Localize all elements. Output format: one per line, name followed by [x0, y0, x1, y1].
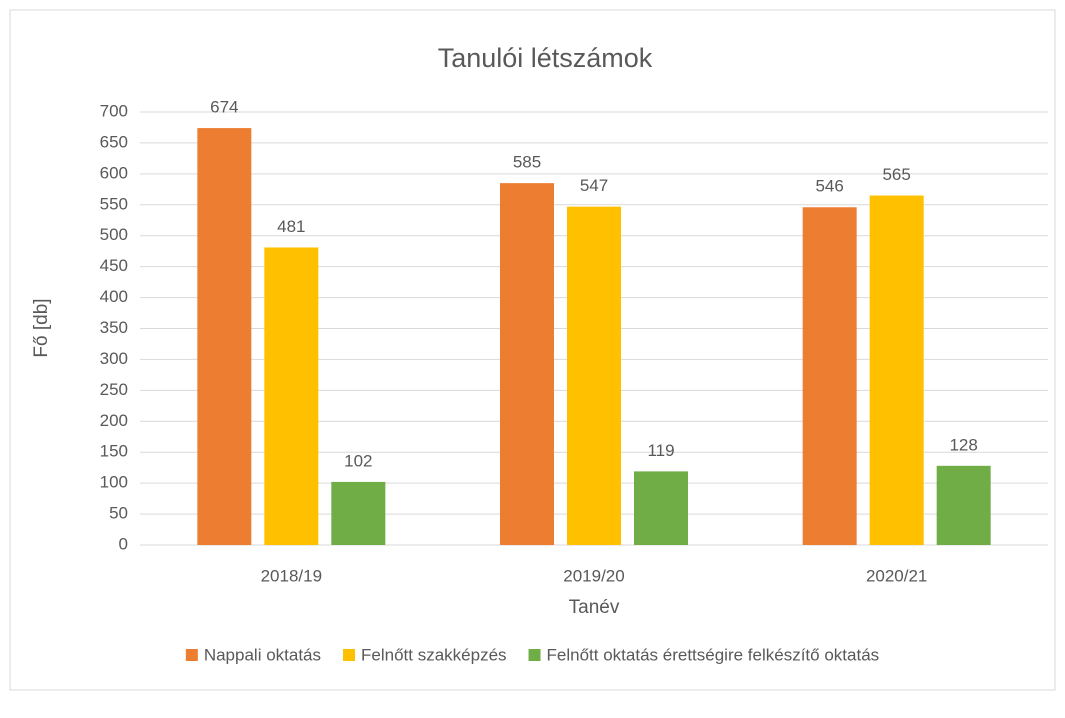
legend-swatch: [343, 649, 356, 661]
bar: [197, 128, 252, 545]
bar: [567, 206, 621, 546]
data-label: 674: [210, 98, 238, 117]
data-label: 547: [580, 176, 608, 195]
y-tick-label: 650: [100, 132, 128, 151]
bar: [264, 247, 319, 545]
y-tick-label: 400: [100, 287, 128, 306]
data-label: 546: [815, 177, 843, 196]
y-tick-label: 700: [100, 101, 128, 120]
data-label: 102: [344, 451, 372, 470]
x-axis-label: Tanév: [569, 597, 620, 618]
y-tick-label: 250: [100, 380, 128, 399]
y-tick-label: 500: [100, 225, 128, 244]
bar: [634, 471, 688, 545]
legend-label: Felnőtt oktatás érettségire felkészítő o…: [547, 645, 880, 664]
legend-label: Nappali oktatás: [204, 645, 321, 664]
bar: [869, 195, 924, 545]
y-tick-label: 100: [100, 473, 128, 492]
bar: [936, 465, 991, 545]
y-tick-label: 0: [119, 534, 128, 553]
data-label: 565: [882, 165, 910, 184]
x-tick-label: 2018/19: [261, 566, 322, 585]
data-label: 481: [277, 217, 305, 236]
bar: [802, 207, 857, 545]
data-label: 585: [513, 153, 541, 172]
bar: [500, 183, 554, 545]
y-tick-label: 450: [100, 256, 128, 275]
legend-swatch: [528, 649, 541, 661]
y-tick-label: 200: [100, 411, 128, 430]
y-tick-label: 600: [100, 163, 128, 182]
y-axis-label: Fő [db]: [31, 298, 52, 357]
x-tick-label: 2019/20: [563, 566, 624, 585]
y-tick-label: 300: [100, 349, 128, 368]
legend-label: Felnőtt szakképzés: [361, 645, 507, 664]
y-tick-label: 350: [100, 318, 128, 337]
y-tick-label: 150: [100, 442, 128, 461]
bar: [331, 481, 386, 545]
x-tick-label: 2020/21: [866, 566, 927, 585]
data-label: 119: [647, 441, 674, 460]
data-label: 128: [949, 435, 977, 454]
legend-swatch: [185, 649, 198, 661]
chart-title: Tanulói létszámok: [438, 43, 653, 73]
y-tick-label: 50: [109, 504, 128, 523]
y-tick-label: 550: [100, 194, 128, 213]
